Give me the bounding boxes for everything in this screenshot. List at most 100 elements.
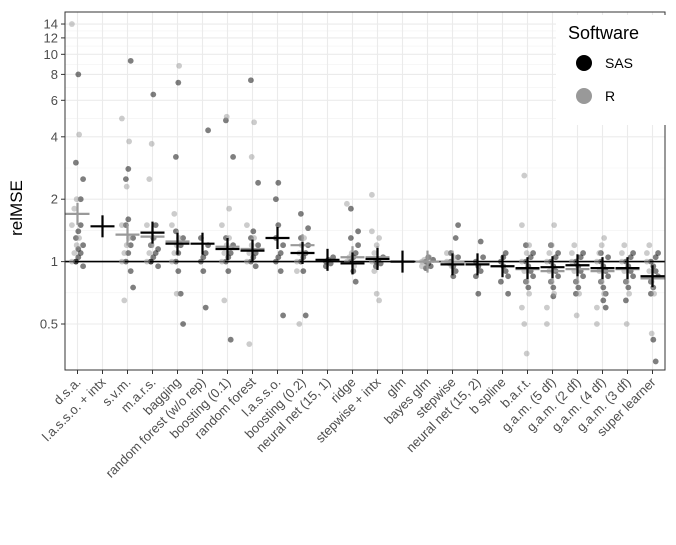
data-point: [202, 304, 209, 311]
data-point: [526, 242, 532, 249]
data-point: [600, 297, 607, 304]
data-point: [551, 222, 557, 229]
data-point: [571, 242, 578, 249]
data-point: [546, 250, 553, 256]
data-point: [146, 176, 153, 183]
data-point: [226, 205, 233, 212]
data-point: [521, 321, 528, 327]
data-point: [419, 263, 425, 270]
data-point: [148, 258, 154, 265]
panel-border: [64, 11, 666, 371]
data-point: [594, 304, 600, 311]
y-tick-label: 1: [51, 254, 58, 269]
y-tick-label: 10: [44, 47, 58, 62]
data-point: [555, 250, 561, 256]
data-point: [130, 235, 137, 241]
data-point: [255, 242, 261, 249]
data-point: [76, 235, 82, 241]
data-point: [475, 290, 482, 297]
data-point: [252, 263, 259, 270]
data-point: [626, 290, 632, 297]
data-point: [125, 166, 132, 172]
data-point: [121, 250, 128, 256]
data-point: [123, 258, 129, 265]
data-point: [300, 268, 307, 274]
data-point: [123, 176, 129, 183]
data-point: [294, 268, 300, 274]
data-point: [602, 304, 609, 311]
data-point: [298, 210, 304, 217]
data-point: [601, 235, 607, 241]
data-point: [605, 273, 611, 280]
data-point: [548, 242, 555, 249]
data-point: [523, 250, 530, 256]
data-point: [601, 290, 607, 297]
data-point: [69, 222, 75, 229]
data-point: [594, 258, 600, 265]
data-point: [551, 290, 557, 297]
data-point: [650, 336, 657, 343]
data-point: [75, 228, 82, 235]
data-point: [630, 250, 636, 256]
data-point: [648, 330, 655, 337]
data-point: [180, 321, 187, 327]
data-point: [71, 205, 78, 212]
data-point: [171, 210, 178, 217]
data-point: [227, 336, 234, 343]
data-point: [477, 268, 484, 274]
data-point: [277, 268, 284, 274]
data-point: [455, 222, 461, 229]
legend-title: Software: [568, 23, 639, 43]
data-point: [355, 228, 361, 235]
data-point: [302, 312, 309, 319]
data-point: [248, 153, 255, 160]
data-point: [77, 222, 84, 229]
data-point: [525, 284, 532, 291]
data-point: [125, 216, 132, 223]
data-point: [569, 258, 575, 265]
data-point: [121, 297, 128, 304]
data-point: [221, 297, 228, 304]
data-point: [205, 127, 212, 134]
data-point: [623, 321, 630, 327]
data-point: [125, 250, 132, 256]
data-point: [352, 278, 359, 285]
data-point: [523, 350, 530, 357]
data-point: [150, 91, 157, 98]
data-point: [230, 153, 237, 160]
data-point: [69, 21, 75, 27]
data-point: [80, 242, 86, 249]
data-point: [371, 268, 378, 274]
data-point: [71, 250, 78, 256]
data-point: [244, 258, 250, 265]
data-point: [605, 254, 611, 261]
data-point: [619, 250, 625, 256]
data-point: [550, 284, 557, 291]
data-point: [180, 235, 187, 241]
data-point: [348, 235, 354, 241]
data-point: [73, 242, 80, 249]
data-point: [273, 196, 279, 203]
data-point: [280, 242, 286, 249]
data-point: [530, 250, 536, 256]
data-point: [523, 278, 530, 285]
data-point: [296, 321, 303, 327]
data-point: [305, 225, 311, 232]
data-point: [119, 258, 125, 265]
data-point: [498, 278, 504, 285]
data-point: [250, 228, 257, 235]
data-point: [127, 57, 134, 64]
data-point: [655, 250, 661, 256]
data-point: [623, 297, 629, 304]
y-tick-label: 6: [51, 93, 58, 108]
data-point: [596, 250, 603, 256]
data-point: [173, 153, 179, 160]
data-point: [369, 191, 375, 198]
data-point: [144, 258, 150, 265]
data-point: [327, 260, 334, 267]
data-point: [155, 263, 162, 270]
data-point: [619, 258, 625, 265]
data-point: [648, 258, 654, 265]
legend-background: [556, 15, 666, 125]
data-point: [75, 71, 82, 78]
